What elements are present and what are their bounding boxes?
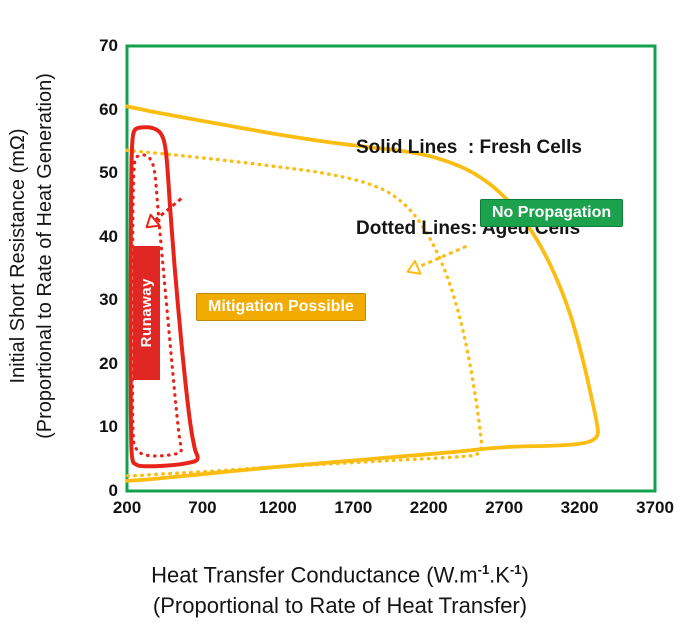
runaway-aging-shift-arrow-head bbox=[145, 213, 161, 229]
y-tick-label: 30 bbox=[99, 290, 118, 310]
y-axis-title: Initial Short Resistance (mΩ) (Proportio… bbox=[5, 0, 59, 516]
mitigation-possible-badge: Mitigation Possible bbox=[196, 293, 366, 321]
fresh-cells-runaway-boundary-curve bbox=[128, 125, 200, 469]
x-axis-title-sup2: -1 bbox=[509, 562, 522, 577]
x-tick-label: 3700 bbox=[636, 498, 674, 517]
x-axis-title-line2: (Proportional to Rate of Heat Transfer) bbox=[152, 593, 528, 619]
x-axis-title-line1: Heat Transfer Conductance (W.m-1.K-1) bbox=[0, 554, 680, 590]
x-axis-title-sup1: -1 bbox=[477, 562, 490, 577]
x-axis-title: Heat Transfer Conductance (W.m-1.K-1) (P… bbox=[0, 554, 680, 621]
legend-fresh-cells: Solid Lines : Fresh Cells bbox=[356, 137, 582, 158]
aged-cells-runaway-boundary-curve bbox=[130, 153, 183, 458]
y-tick-label: 20 bbox=[99, 353, 118, 373]
x-tick-label: 700 bbox=[188, 498, 217, 517]
runaway-aging-shift-arrow-shaft bbox=[154, 197, 183, 222]
runaway-badge-label: Runaway bbox=[138, 278, 155, 348]
no-propagation-badge: No Propagation bbox=[480, 199, 624, 227]
x-axis-title-mid: .K bbox=[489, 562, 510, 588]
x-tick-label: 2200 bbox=[409, 498, 448, 517]
propagation-aging-shift-arrow-head bbox=[406, 259, 422, 275]
fresh-cells-propagation-boundary-curve bbox=[125, 104, 600, 483]
y-axis-title-line1: Initial Short Resistance (mΩ) bbox=[7, 128, 29, 384]
x-tick-label: 2700 bbox=[485, 498, 524, 517]
x-tick-label: 1200 bbox=[258, 498, 297, 517]
y-tick-label: 10 bbox=[99, 417, 118, 437]
plot-border bbox=[125, 44, 657, 493]
y-tick-label: 60 bbox=[99, 99, 118, 119]
x-tick-label: 200 bbox=[112, 498, 142, 517]
legend: Solid Lines : Fresh Cells Dotted Lines: … bbox=[356, 80, 582, 296]
x-axis-title-post: ) bbox=[521, 562, 529, 588]
y-tick-label: 50 bbox=[99, 163, 118, 183]
y-tick-label: 0 bbox=[108, 481, 118, 500]
x-tick-label: 3200 bbox=[560, 498, 599, 517]
y-tick-label: 70 bbox=[99, 36, 118, 55]
aged-cells-propagation-boundary-curve bbox=[125, 148, 484, 478]
y-tick-label: 40 bbox=[99, 226, 118, 246]
runaway-badge: Runaway bbox=[133, 246, 160, 380]
x-tick-label: 1700 bbox=[334, 498, 373, 517]
y-axis-title-line2: (Proportional to Rate of Heat Generation… bbox=[34, 73, 56, 439]
x-axis-title-text: Heat Transfer Conductance (W.m bbox=[151, 562, 478, 588]
propagation-aging-shift-arrow-shaft bbox=[417, 244, 468, 269]
